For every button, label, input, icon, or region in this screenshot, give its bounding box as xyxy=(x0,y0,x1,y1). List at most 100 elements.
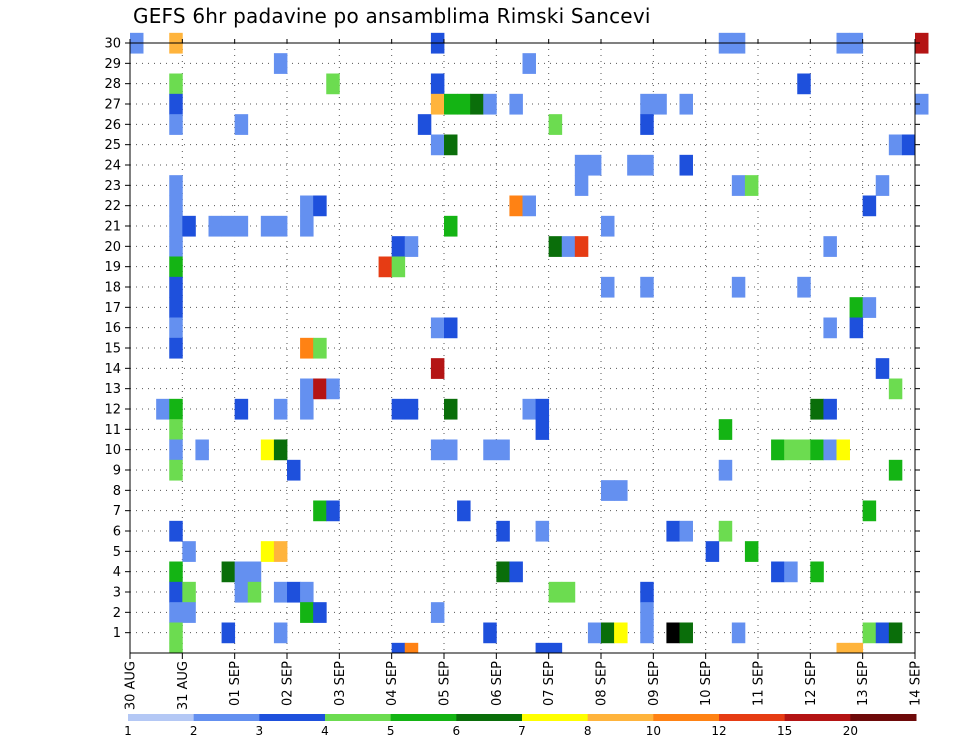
heatmap-cell xyxy=(666,622,680,644)
colorbar-label: 7 xyxy=(518,724,526,738)
heatmap-cell xyxy=(535,520,550,542)
heatmap-cell xyxy=(169,317,183,339)
heatmap-cell xyxy=(875,358,890,379)
heatmap-cell xyxy=(561,581,576,603)
heatmap-cell xyxy=(273,581,288,603)
heatmap-cells xyxy=(130,32,929,654)
heatmap-cell xyxy=(483,622,497,644)
heatmap-cell xyxy=(444,93,458,115)
y-tick-label: 29 xyxy=(104,57,121,72)
x-tick-label: 30 AUG xyxy=(124,661,139,710)
heatmap-cell xyxy=(169,642,183,654)
heatmap-cell xyxy=(444,398,458,420)
heatmap-cell xyxy=(444,215,458,237)
heatmap-cell xyxy=(784,561,798,583)
heatmap-cell xyxy=(156,398,170,420)
heatmap-cell xyxy=(234,561,249,583)
heatmap-cell xyxy=(378,256,393,278)
heatmap-cell xyxy=(522,398,536,420)
y-tick-label: 6 xyxy=(113,525,121,540)
heatmap-cell xyxy=(744,541,759,562)
y-tick-label: 27 xyxy=(104,98,121,113)
heatmap-cell xyxy=(169,276,183,298)
heatmap-cell xyxy=(601,622,615,644)
heatmap-cell xyxy=(496,561,510,583)
heatmap-cell xyxy=(313,602,327,623)
heatmap-cell xyxy=(169,256,183,278)
heatmap-cell xyxy=(221,622,236,644)
heatmap-cell xyxy=(509,93,523,115)
y-tick-label: 10 xyxy=(104,443,121,458)
x-tick-label: 01 SEP xyxy=(228,661,243,706)
colorbar-swatch xyxy=(456,714,523,721)
heatmap-cell xyxy=(430,358,445,379)
heatmap-cell xyxy=(640,154,654,176)
heatmap-cell xyxy=(509,195,523,217)
colorbar-swatch xyxy=(719,714,786,721)
heatmap-cell xyxy=(496,520,510,542)
heatmap-cell xyxy=(823,398,837,420)
heatmap-cell xyxy=(509,561,523,583)
heatmap-cell xyxy=(574,154,589,176)
heatmap-cell xyxy=(823,439,837,461)
heatmap-cell xyxy=(326,500,340,522)
heatmap-cell xyxy=(849,642,864,654)
heatmap-cell xyxy=(888,134,903,156)
heatmap-cell xyxy=(862,622,877,644)
heatmap-cell xyxy=(182,581,196,603)
heatmap-cell xyxy=(849,297,864,318)
heatmap-cell xyxy=(771,439,785,461)
heatmap-cell xyxy=(404,398,419,420)
heatmap-cell xyxy=(522,53,536,74)
heatmap-cell xyxy=(430,93,445,115)
y-tick-label: 28 xyxy=(104,77,121,92)
x-tick-label: 10 SEP xyxy=(699,661,714,706)
heatmap-cell xyxy=(273,439,288,461)
colorbar-swatch xyxy=(653,714,720,721)
heatmap-cell xyxy=(300,602,314,623)
heatmap-cell xyxy=(300,398,314,420)
x-tick-label: 03 SEP xyxy=(333,661,348,706)
heatmap-cell xyxy=(417,114,432,135)
heatmap-cell xyxy=(221,215,236,237)
heatmap-cell xyxy=(326,73,340,95)
heatmap-cell xyxy=(483,93,497,115)
heatmap-cell xyxy=(234,581,249,603)
x-tick-label: 12 SEP xyxy=(804,661,819,706)
heatmap-cell xyxy=(169,398,183,420)
heatmap-cell xyxy=(679,93,693,115)
colorbar-label: 12 xyxy=(711,724,726,738)
heatmap-cell xyxy=(561,236,576,257)
y-tick-label: 18 xyxy=(104,281,121,296)
heatmap-cell xyxy=(260,439,275,461)
heatmap-cell xyxy=(797,439,811,461)
heatmap-cell xyxy=(300,581,314,603)
heatmap-cell xyxy=(836,642,850,654)
heatmap-cell xyxy=(182,215,196,237)
heatmap-cell xyxy=(313,500,327,522)
heatmap-cell xyxy=(535,398,550,420)
heatmap-cell xyxy=(444,439,458,461)
y-tick-label: 14 xyxy=(104,362,121,377)
y-tick-label: 24 xyxy=(104,159,121,174)
colorbar-swatch xyxy=(784,714,851,721)
heatmap-cell xyxy=(548,236,563,257)
heatmap-cell xyxy=(221,561,236,583)
heatmap-cell xyxy=(457,93,471,115)
colorbar: 1 2 3 4 5 6 7 8 10 12 15 20 xyxy=(124,714,917,738)
heatmap-cell xyxy=(875,622,890,644)
heatmap-cell xyxy=(391,256,406,278)
heatmap-cell xyxy=(287,581,301,603)
heatmap-cell xyxy=(862,297,877,318)
heatmap-cell xyxy=(915,32,929,54)
heatmap-cell xyxy=(679,622,693,644)
heatmap-cell xyxy=(548,114,563,135)
colorbar-label: 10 xyxy=(646,724,661,738)
heatmap-cell xyxy=(640,581,654,603)
colorbar-swatch xyxy=(522,714,589,721)
colorbar-label: 2 xyxy=(190,724,198,738)
heatmap-cell xyxy=(313,378,327,400)
heatmap-cell xyxy=(300,337,314,359)
heatmap-cell xyxy=(627,154,641,176)
heatmap-cell xyxy=(587,622,602,644)
